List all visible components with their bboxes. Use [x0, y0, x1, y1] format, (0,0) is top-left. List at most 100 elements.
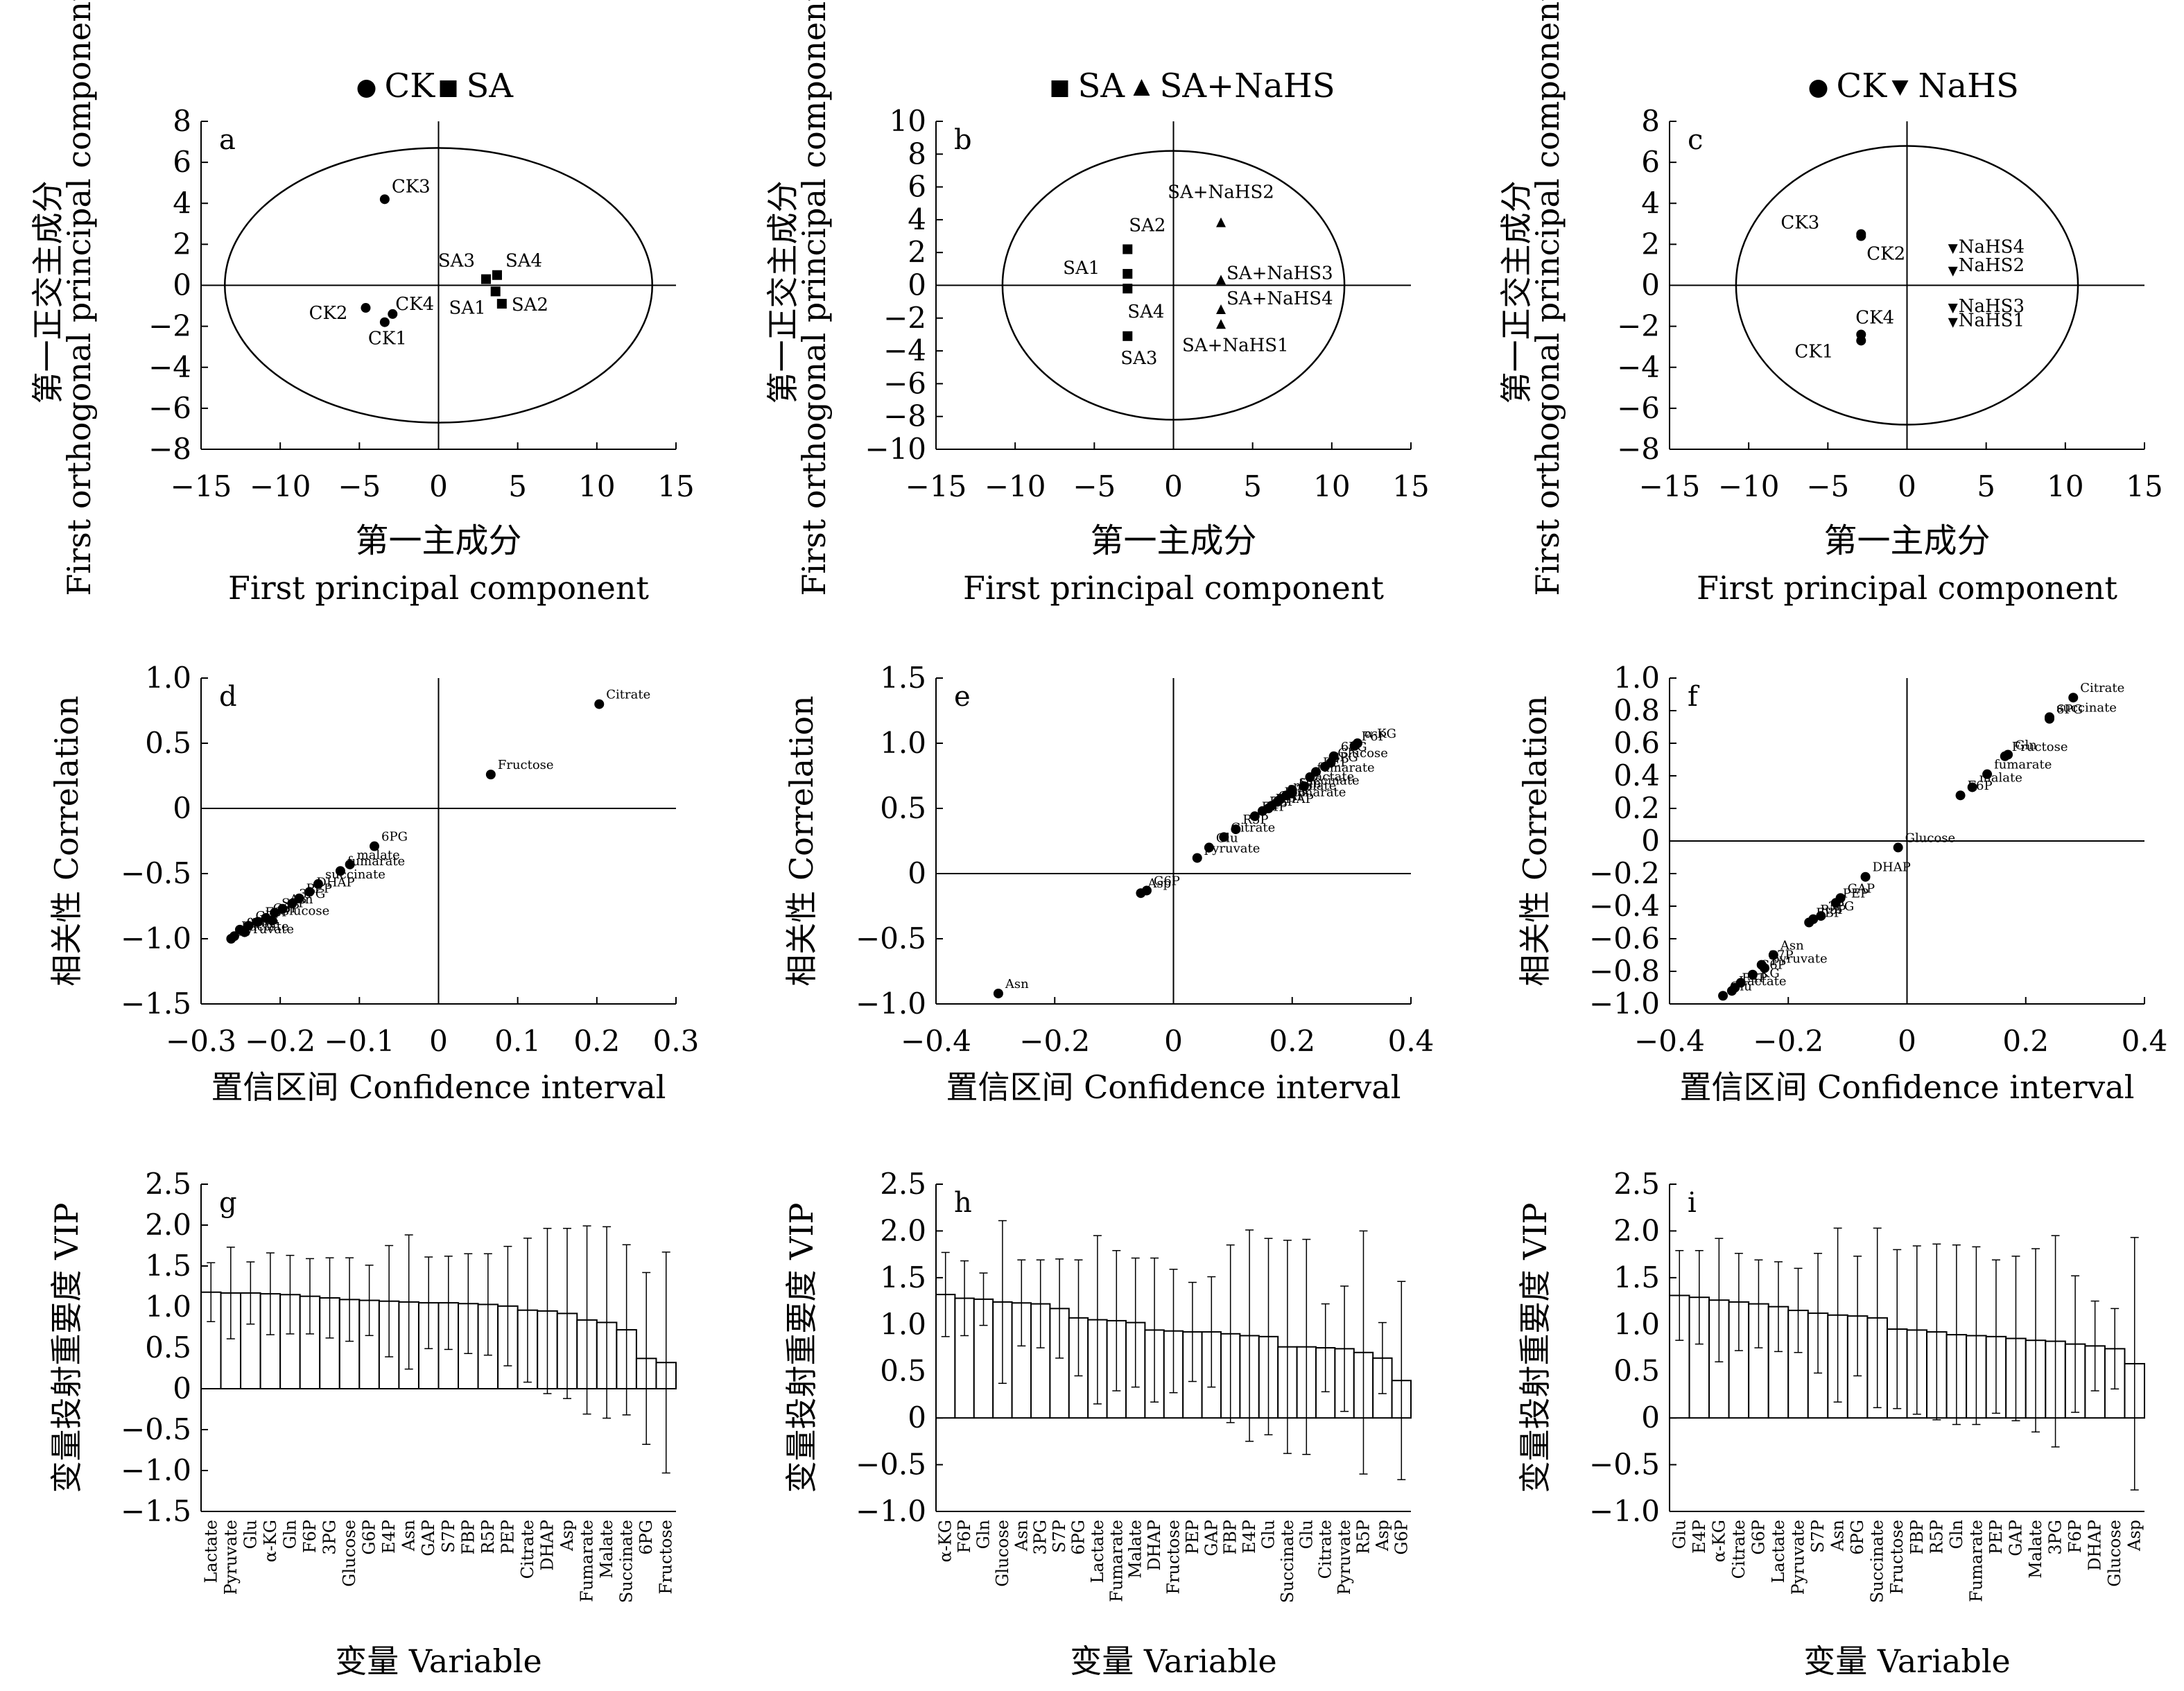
data-point	[1192, 853, 1202, 863]
point-label: PEP	[1843, 886, 1869, 901]
category-label: Glu	[1670, 1520, 1689, 1549]
y-tick-label: −2	[148, 309, 191, 343]
point-label: Citrate	[606, 688, 650, 702]
point-label: SA3	[438, 251, 475, 272]
point-label: SA+NaHS2	[1168, 182, 1274, 203]
data-point	[1216, 217, 1226, 227]
point-label: succinate	[1299, 774, 1360, 788]
data-point	[1311, 767, 1321, 777]
category-label: α-KG	[936, 1520, 955, 1562]
point-label: malate	[1293, 779, 1336, 793]
y-tick-label: 0.2	[1613, 791, 1660, 825]
y-tick-label: 1.0	[880, 726, 926, 760]
y-tick-label: 0.5	[1613, 1354, 1660, 1388]
data-point	[1768, 950, 1778, 960]
y-tick-label: 1.5	[1613, 1260, 1660, 1294]
legend-marker	[440, 80, 457, 97]
category-label: F6P	[2065, 1520, 2085, 1553]
y-axis-title: 变量投射重要度 VIP	[48, 1203, 85, 1493]
point-label: Fructose	[2012, 740, 2068, 754]
confidence-ellipse	[1001, 150, 1346, 421]
data-point	[1123, 284, 1133, 294]
data-point	[335, 866, 345, 876]
category-label: GAP	[1202, 1520, 1221, 1556]
point-label: Asn	[1005, 977, 1029, 991]
category-label: E4P	[1240, 1520, 1259, 1554]
point-label: CK4	[1855, 307, 1894, 328]
data-point	[1204, 842, 1214, 853]
y-tick-label: 2	[908, 235, 926, 269]
point-label: GAP	[1848, 881, 1875, 896]
point-label: DHAP	[1873, 860, 1911, 875]
category-label: Malate	[2026, 1520, 2045, 1579]
point-label: succinate	[325, 867, 385, 882]
point-label: NaHS1	[1959, 311, 2025, 331]
x-axis-title: 置信区间 Confidence interval	[211, 1068, 666, 1106]
point-label: G6P	[1154, 874, 1180, 888]
y-axis-title: 相关性 Correlation	[1516, 695, 1554, 986]
legend-marker	[1051, 80, 1068, 97]
y-tick-label: 0	[908, 1401, 926, 1434]
point-label: 6PG	[381, 830, 408, 844]
category-label: Asp	[557, 1520, 577, 1552]
point-label: CK4	[395, 294, 434, 315]
point-label: succinate	[2056, 700, 2117, 715]
category-label: Asn	[399, 1520, 419, 1552]
category-label: Asp	[2125, 1520, 2144, 1552]
y-tick-label: 1.0	[1613, 1307, 1660, 1341]
point-label: SA+NaHS3	[1227, 263, 1333, 284]
y-tick-label: −8	[148, 432, 191, 466]
x-tick-label: 0.4	[2122, 1024, 2168, 1058]
point-label: Lactate	[241, 919, 289, 934]
x-tick-label: −5	[1806, 469, 1849, 503]
y-tick-label: −6	[148, 391, 191, 425]
y-tick-label: −1.5	[121, 987, 191, 1021]
legend-marker	[1891, 80, 1909, 96]
category-label: 3PG	[1031, 1520, 1050, 1555]
data-point	[253, 917, 263, 927]
x-tick-label: 10	[2047, 469, 2083, 503]
category-label: Fumarate	[578, 1520, 597, 1602]
category-label: FBP	[458, 1520, 478, 1554]
x-tick-label: −0.3	[166, 1024, 236, 1058]
point-label: malate	[357, 848, 400, 862]
point-label: pyruvate	[1771, 951, 1828, 966]
y-tick-label: 8	[1641, 104, 1660, 138]
data-point	[1967, 782, 1977, 792]
data-point	[1231, 824, 1241, 835]
y-axis-title-cn: 第一正交主成分	[1498, 181, 1535, 404]
x-tick-label: −15	[1639, 469, 1701, 503]
data-point	[1216, 275, 1226, 285]
y-tick-label: 0	[1641, 824, 1660, 858]
category-label: R5P	[1354, 1520, 1373, 1554]
y-tick-label: 4	[908, 202, 926, 236]
x-tick-label: 0.4	[1388, 1024, 1435, 1058]
point-label: NaHS4	[1959, 236, 2025, 257]
x-tick-label: 0.2	[1269, 1024, 1315, 1058]
point-label: malate	[1979, 770, 2022, 785]
x-tick-label: 0	[429, 469, 448, 503]
y-axis-title: 变量投射重要度 VIP	[1516, 1203, 1554, 1493]
y-tick-label: −1.0	[121, 921, 191, 955]
data-point	[492, 270, 502, 280]
y-tick-label: 1.5	[145, 1249, 191, 1283]
panel-letter: h	[954, 1187, 972, 1219]
y-tick-label: 2.5	[880, 1167, 926, 1201]
category-label: Pyruvate	[1335, 1520, 1354, 1595]
category-label: G6P	[1392, 1520, 1411, 1555]
data-point	[1747, 969, 1758, 980]
x-tick-label: 0.3	[653, 1024, 700, 1058]
point-label: SA3	[1120, 348, 1157, 369]
category-label: Fumarate	[1966, 1520, 1986, 1602]
y-tick-label: −0.5	[121, 1412, 191, 1446]
point-label: Asn	[1780, 939, 1804, 953]
point-label: SA1	[1063, 258, 1100, 279]
point-label: Gln	[2015, 738, 2037, 752]
data-point	[270, 908, 280, 918]
data-point	[1141, 885, 1152, 896]
data-point	[1123, 331, 1133, 341]
category-label: Gln	[974, 1520, 994, 1549]
